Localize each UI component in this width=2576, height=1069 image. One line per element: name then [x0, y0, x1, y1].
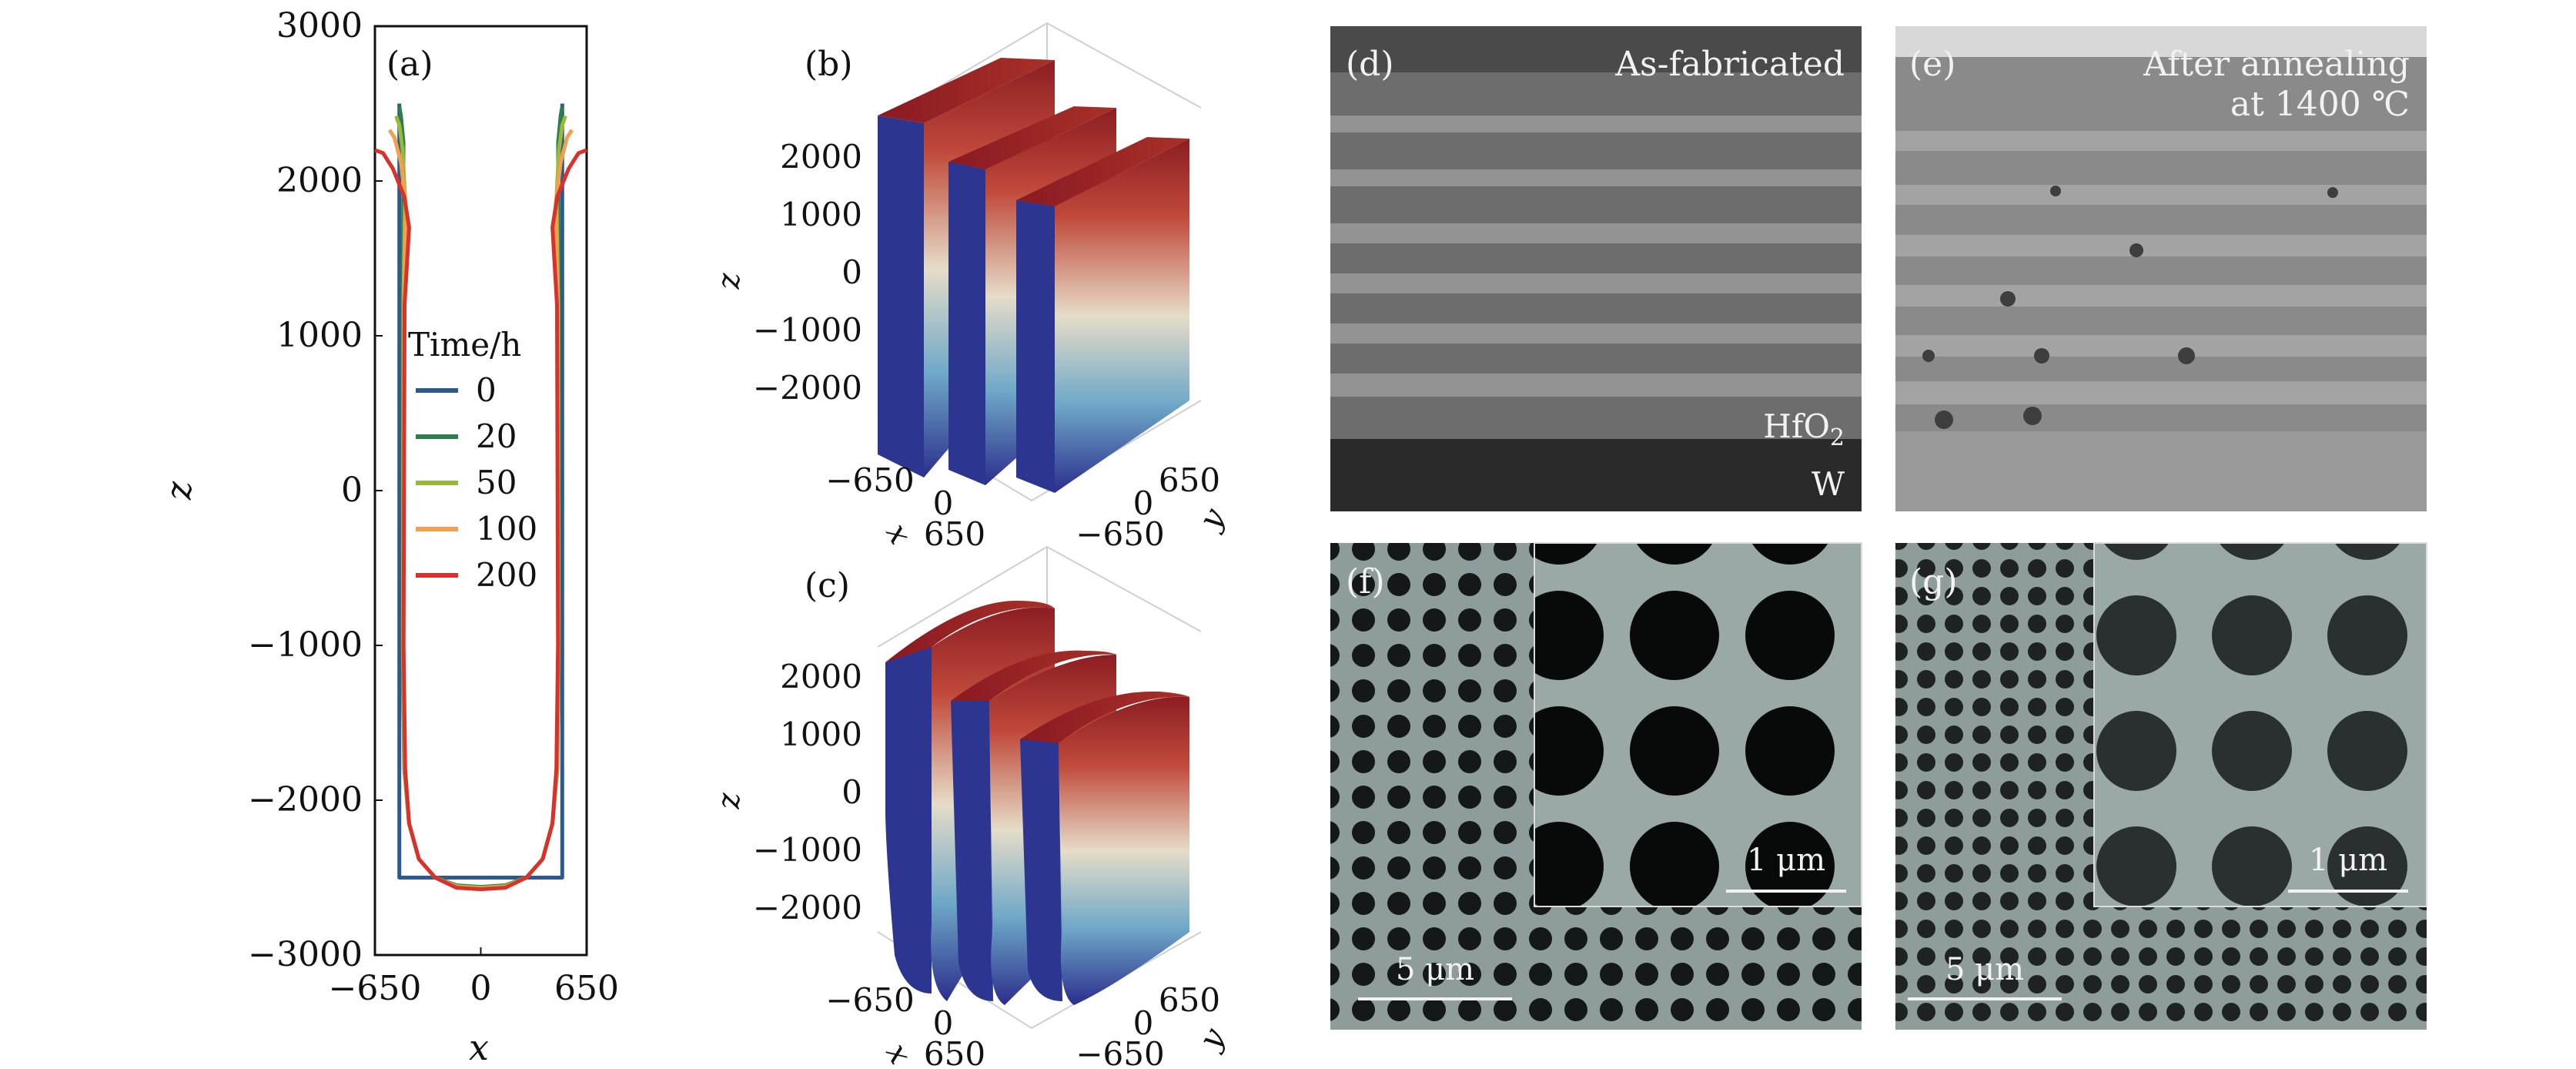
scale-label-main: 5 μm — [1396, 952, 1474, 987]
y-tick-label: −3000 — [248, 935, 363, 974]
legend-label: 50 — [476, 464, 517, 501]
x-tick-label: 0 — [933, 1004, 954, 1042]
y-tick-label: −2000 — [248, 780, 363, 819]
scale-label-inset: 1 μm — [2309, 843, 2387, 878]
y-tick-label: 650 — [1159, 981, 1220, 1019]
legend-title: Time/h — [408, 326, 521, 364]
legend: Time/h 0 20 50 100 200 — [408, 326, 537, 594]
x-tick-label: 0 — [470, 969, 492, 1008]
z-tick-label: 0 — [841, 253, 862, 291]
image-label-g: (g) — [1909, 562, 1958, 602]
substrate-label-w: W — [1812, 465, 1845, 503]
image-label-f: (f) — [1346, 562, 1385, 602]
image-caption-d: As-fabricated — [1614, 45, 1845, 84]
x-tick-label: 650 — [924, 1035, 985, 1069]
panel-label-b: (b) — [805, 45, 853, 84]
series-line-200 — [374, 148, 587, 892]
z-tick-label: −2000 — [753, 889, 862, 927]
z-axis-label: z — [711, 273, 747, 290]
y-tick-label: 650 — [1159, 461, 1220, 499]
z-axis-label: z — [711, 793, 747, 810]
y-tick-label: 0 — [341, 471, 363, 510]
x-tick-label: −650 — [329, 969, 422, 1008]
surface-walls — [885, 601, 1189, 1005]
x-axis-label: x — [878, 1037, 918, 1069]
x-tick-label: 0 — [933, 484, 954, 522]
legend-label: 0 — [476, 371, 497, 409]
y-tick-label: −650 — [1076, 1035, 1164, 1069]
x-tick-label: −650 — [825, 461, 914, 499]
x-axis-label: x — [469, 1027, 489, 1068]
x-tick-label: −650 — [825, 981, 914, 1019]
surface-walls — [878, 58, 1189, 493]
y-axis-label: y — [1192, 501, 1233, 537]
image-d-as-fabricated: (d) As-fabricated HfO2 W — [1330, 26, 1862, 511]
z-tick-label: −2000 — [753, 369, 862, 407]
layer-label-hfo2-sub: 2 — [1830, 424, 1845, 451]
z-tick-label: −1000 — [753, 831, 862, 869]
y-tick-label: −1000 — [248, 625, 363, 665]
z-tick-label: 2000 — [780, 658, 862, 695]
x-tick-label: 650 — [554, 969, 619, 1008]
y-axis-ticks: −3000 −2000 −1000 0 1000 2000 3000 — [248, 6, 383, 974]
panel-label-a: (a) — [386, 45, 433, 84]
y-tick-label: 1000 — [276, 316, 363, 355]
z-tick-label: 1000 — [780, 715, 862, 753]
panel-label-c: (c) — [805, 566, 850, 605]
series-line-50 — [394, 115, 567, 890]
z-tick-label: 1000 — [780, 196, 862, 233]
scale-label-inset: 1 μm — [1747, 843, 1825, 878]
image-g-sem-pattern: (g) 1 μm 5 μm — [1895, 542, 2427, 1030]
z-tick-label: 2000 — [780, 138, 862, 176]
z-axis-ticks: 2000 1000 0 −1000 −2000 — [753, 658, 862, 927]
legend-label: 20 — [476, 417, 517, 455]
x-axis-ticks: −650 0 650 — [329, 947, 619, 1008]
image-e-after-annealing: (e) After annealing at 1400 ℃ — [1895, 26, 2427, 511]
legend-label: 100 — [476, 510, 537, 548]
image-caption-e-line2: at 1400 ℃ — [2230, 85, 2410, 124]
x-axis-label: x — [878, 518, 918, 551]
series-line-0 — [397, 103, 564, 880]
y-axis-label: y — [1192, 1021, 1233, 1057]
x-tick-label: 650 — [924, 515, 985, 553]
series-group — [374, 103, 587, 892]
image-caption-e-line1: After annealing — [2143, 45, 2410, 84]
legend-label: 200 — [476, 556, 537, 594]
z-axis-ticks: 2000 1000 0 −1000 −2000 — [753, 138, 862, 407]
scale-label-main: 5 μm — [1945, 952, 2024, 987]
y-axis-label: z — [158, 481, 199, 501]
image-label-e: (e) — [1909, 45, 1955, 84]
y-tick-label: 0 — [1133, 1004, 1154, 1042]
image-label-d: (d) — [1346, 45, 1394, 84]
y-tick-label: 0 — [1133, 484, 1154, 522]
z-tick-label: 0 — [841, 773, 862, 811]
y-tick-label: −650 — [1076, 515, 1164, 553]
z-tick-label: −1000 — [753, 311, 862, 349]
layer-label-hfo2-main: HfO — [1763, 407, 1830, 445]
y-tick-label: 2000 — [276, 161, 363, 200]
layer-label-hfo2: HfO2 — [1763, 407, 1845, 451]
image-f-sem-pattern: (f) 1 μm 5 μm — [1330, 542, 1862, 1030]
y-tick-label: 3000 — [276, 6, 363, 45]
